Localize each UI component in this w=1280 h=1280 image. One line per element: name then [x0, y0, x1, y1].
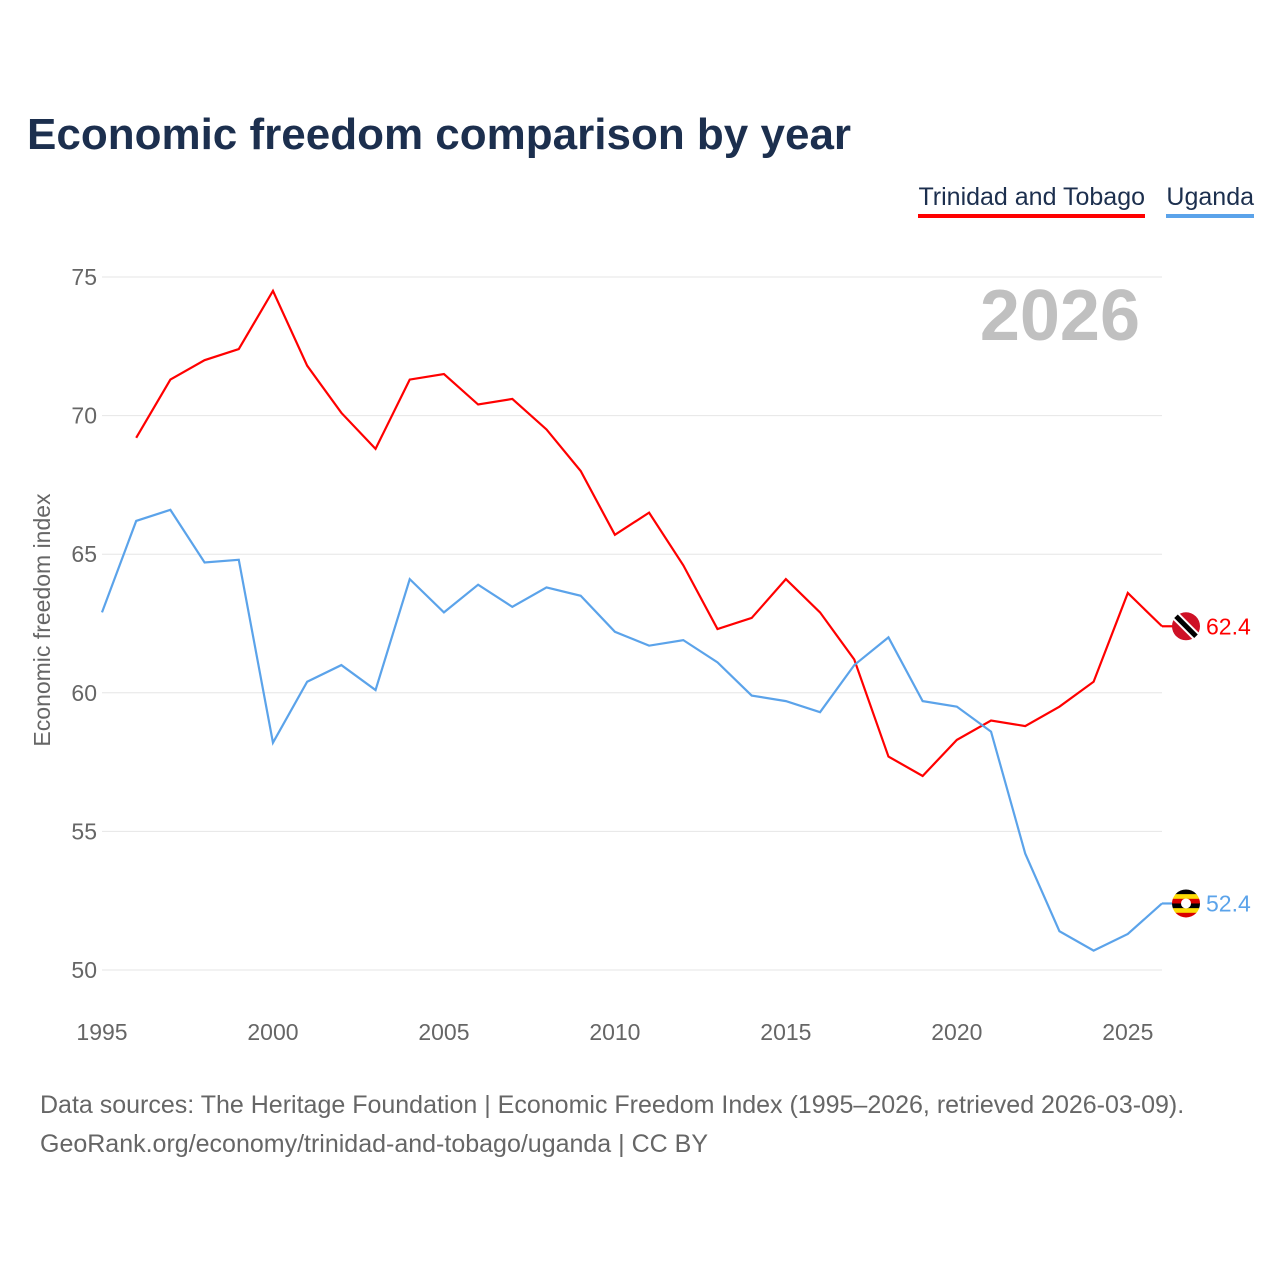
y-tick-label: 60	[71, 680, 97, 706]
footer: Data sources: The Heritage Foundation | …	[40, 1086, 1184, 1164]
x-tick-label: 2010	[589, 1019, 640, 1045]
source-link[interactable]: GeoRank.org/economy/trinidad-and-tobago/…	[40, 1130, 709, 1158]
flag-stripe	[1172, 908, 1200, 914]
flag-stripe	[1172, 889, 1200, 895]
year-watermark: 2026	[980, 276, 1140, 356]
data-sources: Data sources: The Heritage Foundation | …	[40, 1091, 1185, 1119]
x-tick-label: 2015	[760, 1019, 811, 1045]
flag-stripe	[1172, 894, 1200, 900]
legend-item-trinidad-and-tobago[interactable]: Trinidad and Tobago	[918, 183, 1145, 218]
x-tick-label: 1995	[76, 1019, 127, 1045]
series-line-uganda	[100, 508, 1163, 952]
legend-item-uganda[interactable]: Uganda	[1166, 183, 1254, 218]
y-tick-label: 75	[71, 264, 97, 290]
uganda-flag-icon	[1181, 898, 1191, 909]
end-value-label: 62.4	[1206, 613, 1251, 639]
series-line-trinidad-and-tobago	[135, 288, 1163, 778]
y-tick-label: 65	[71, 541, 97, 567]
end-value-label: 52.4	[1206, 890, 1251, 916]
y-tick-label: 50	[71, 957, 97, 983]
chart-title: Economic freedom comparison by year	[27, 110, 852, 159]
flag-stripe	[1174, 614, 1198, 639]
y-tick-label: 70	[71, 403, 97, 429]
y-tick-label: 55	[71, 818, 97, 844]
x-tick-label: 2020	[931, 1019, 982, 1045]
x-tick-label: 2005	[418, 1019, 469, 1045]
y-axis-label: Economic freedom index	[29, 493, 55, 747]
x-tick-label: 2025	[1102, 1019, 1153, 1045]
flag-stripe	[1172, 912, 1200, 918]
x-tick-label: 2000	[247, 1019, 298, 1045]
